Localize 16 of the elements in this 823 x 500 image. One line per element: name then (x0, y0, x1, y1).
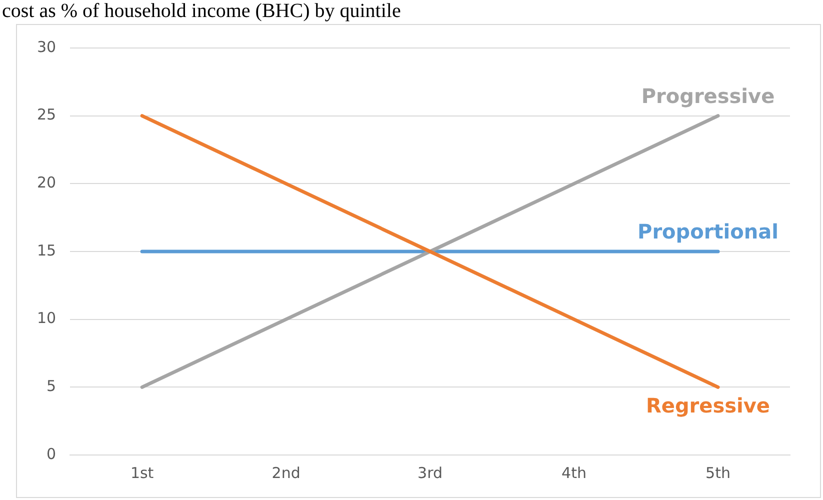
x-tick-label: 2nd (272, 464, 300, 482)
y-tick-label: 20 (36, 174, 56, 192)
series-label: Proportional (638, 220, 778, 244)
x-tick-label: 5th (706, 464, 730, 482)
y-tick-label: 10 (36, 309, 56, 328)
x-tick-label: 4th (562, 464, 586, 482)
series-label: Progressive (641, 84, 775, 108)
chart-title: cost as % of household income (BHC) by quintile (1, 0, 402, 22)
x-tick-label: 3rd (418, 464, 443, 482)
y-tick-label: 25 (36, 106, 56, 124)
y-tick-label: 0 (46, 444, 56, 463)
series-label: Regressive (646, 393, 770, 418)
y-tick-label: 5 (46, 377, 56, 396)
y-tick-label: 30 (36, 38, 56, 56)
x-tick-label: 1st (130, 464, 154, 482)
y-tick-label: 15 (36, 241, 56, 260)
